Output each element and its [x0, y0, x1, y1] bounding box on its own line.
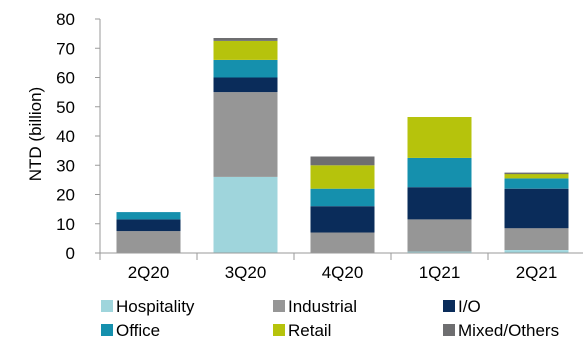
y-tick-label: 50: [56, 98, 75, 117]
legend-swatch: [101, 324, 113, 336]
bar-segment-office-2q20: [116, 212, 181, 220]
bar-segment-office-2q21: [504, 178, 569, 189]
bar-segment-i-o-2q20: [116, 219, 181, 232]
bar-segment-mixed-others-4q20: [310, 156, 375, 166]
y-tick-label: 70: [56, 39, 75, 58]
y-tick-label: 10: [56, 215, 75, 234]
legend-item-office: Office: [101, 321, 160, 340]
bar-segment-retail-2q21: [504, 174, 569, 179]
y-tick-label: 0: [66, 244, 75, 263]
x-tick-label: 2Q21: [516, 263, 558, 282]
bar-segment-industrial-4q20: [310, 232, 375, 253]
bar-segment-industrial-2q21: [504, 228, 569, 250]
x-tick-label: 3Q20: [225, 263, 267, 282]
legend-item-industrial: Industrial: [273, 297, 357, 316]
y-axis-title: NTD (billion): [26, 87, 45, 181]
y-tick-label: 20: [56, 186, 75, 205]
legend-swatch: [273, 300, 285, 312]
bar-segment-office-3q20: [213, 60, 278, 78]
legend-swatch: [273, 324, 285, 336]
legend-label: Industrial: [288, 297, 357, 316]
legend-swatch: [101, 300, 113, 312]
legend-item-i-o: I/O: [443, 297, 481, 316]
bar-segment-retail-4q20: [310, 165, 375, 189]
bar-segment-hospitality-3q20: [213, 176, 278, 253]
bar-segment-industrial-1q21: [407, 219, 472, 252]
legend-item-hospitality: Hospitality: [101, 297, 195, 316]
x-tick-label: 1Q21: [419, 263, 461, 282]
bar-segment-hospitality-2q21: [504, 250, 569, 253]
x-tick-label: 4Q20: [322, 263, 364, 282]
bar-segment-industrial-3q20: [213, 92, 278, 177]
bar-segment-i-o-4q20: [310, 206, 375, 233]
bar-segment-i-o-2q21: [504, 188, 569, 229]
y-tick-label: 30: [56, 156, 75, 175]
legend-swatch: [443, 300, 455, 312]
bar-segment-mixed-others-3q20: [213, 38, 278, 41]
bar-segment-hospitality-1q21: [407, 251, 472, 253]
axis-layer: 0 10 20 30 40 50 60 70 80 2Q20 3Q20 4Q20 1Q21 2Q21: [56, 10, 583, 282]
bar-segment-office-1q21: [407, 157, 472, 188]
legend-label: I/O: [458, 297, 481, 316]
legend-label: Retail: [288, 321, 331, 340]
bar-segment-mixed-others-2q21: [504, 172, 569, 175]
bar-segment-i-o-3q20: [213, 77, 278, 93]
bar-segment-retail-1q21: [407, 117, 472, 158]
legend: Hospitality Industrial I/O Office Retail Mixe…: [101, 297, 559, 340]
bar-segment-i-o-1q21: [407, 187, 472, 220]
y-tick-label: 60: [56, 69, 75, 88]
legend-label: Office: [116, 321, 160, 340]
bar-segment-retail-3q20: [213, 40, 278, 60]
y-tick-label: 80: [56, 10, 75, 29]
legend-label: Mixed/Others: [458, 321, 559, 340]
x-tick-label: 2Q20: [128, 263, 170, 282]
bar-segment-office-4q20: [310, 188, 375, 207]
legend-item-retail: Retail: [273, 321, 331, 340]
legend-label: Hospitality: [116, 297, 195, 316]
bar-segment-industrial-2q20: [116, 231, 181, 253]
legend-swatch: [443, 324, 455, 336]
legend-item-mixed-others: Mixed/Others: [443, 321, 559, 340]
y-tick-label: 40: [56, 127, 75, 146]
bars-layer: [116, 38, 569, 253]
